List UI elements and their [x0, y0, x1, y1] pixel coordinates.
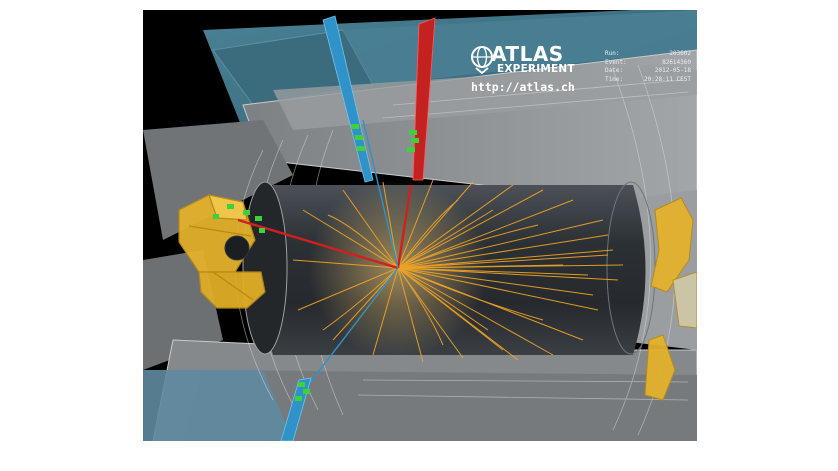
event-info-panel: Run: 203602 Event: 82614360 Date: 2012-0…: [605, 50, 691, 84]
atlas-logo-block: ATLAS EXPERIMENT http://atlas.ch Run: 20…: [469, 40, 691, 110]
atlas-logo-subtitle: EXPERIMENT: [497, 63, 575, 75]
event-info-value: 20:28:11 CEST: [644, 75, 691, 83]
atlas-globe-icon: [471, 46, 493, 74]
charged-tracks: [292, 179, 624, 363]
event-info-value: 2012-05-18: [654, 67, 691, 75]
atlas-url: http://atlas.ch: [471, 80, 575, 94]
event-info-label: Date:: [605, 67, 624, 75]
detector-hits: [213, 124, 419, 401]
event-info-label: Run:: [605, 50, 620, 57]
muon-tracks: [292, 119, 399, 406]
atlas-logo-title: ATLAS: [491, 42, 564, 66]
event-display-scene: [143, 10, 697, 441]
event-info-time: Time: 20:28:11 CEST: [605, 76, 691, 85]
event-info-value: 82614360: [662, 58, 691, 66]
event-info-date: Date: 2012-05-18: [605, 67, 691, 76]
event-info-label: Time:: [605, 75, 624, 83]
event-info-run: Run: 203602: [605, 50, 691, 59]
event-info-label: Event:: [605, 58, 627, 66]
right-endcap-calorimeter: [644, 197, 697, 401]
event-display: ATLAS EXPERIMENT http://atlas.ch Run: 20…: [143, 10, 697, 441]
event-info-value: 203602: [669, 50, 691, 57]
event-info-event: Event: 82614360: [605, 59, 691, 68]
